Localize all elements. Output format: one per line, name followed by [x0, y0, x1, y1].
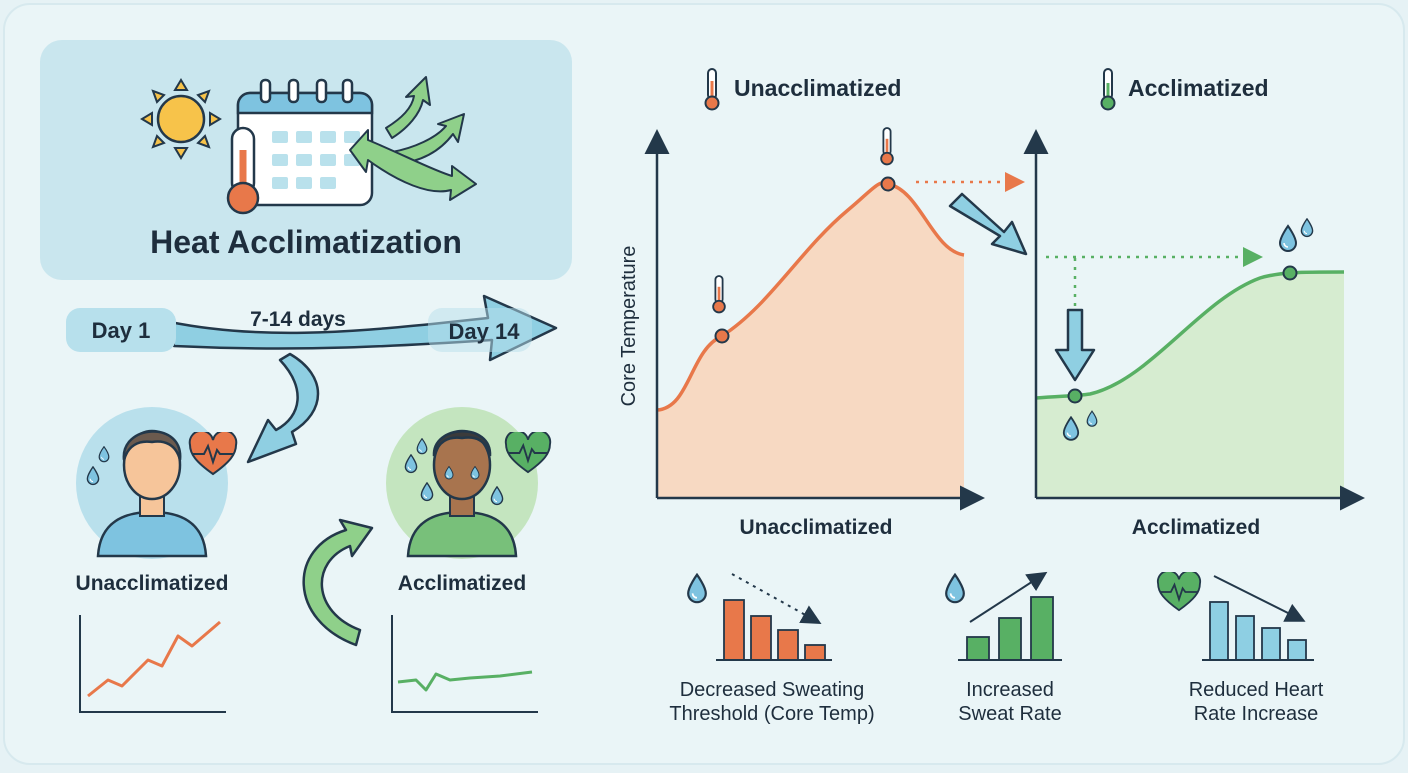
day14-label: Day 14 — [449, 319, 521, 344]
timeline: Day 1 7-14 days Day 14 — [66, 294, 558, 464]
title-panel: Heat Acclimatization — [40, 40, 572, 280]
trend-arrow-down — [731, 573, 822, 624]
person-label-unacclimatized: Unacclimatized — [76, 572, 229, 595]
curve-area-acclimatized — [1036, 272, 1344, 498]
down-arrow-icon — [1054, 308, 1096, 382]
trend-arrow-up — [969, 571, 1048, 623]
effect-bar — [750, 615, 772, 661]
effect-bar — [1030, 596, 1054, 661]
chart-header-unacclimatized: Unacclimatized — [734, 75, 901, 101]
effect-label-line1: Reduced Heart — [1189, 679, 1324, 701]
shift-arrow-icon — [948, 192, 1028, 256]
effect-bar — [723, 599, 745, 661]
chart-unacclimatized: Unacclimatized Core Temperature Unacclim… — [618, 67, 1025, 539]
duration-label: 7-14 days — [250, 308, 346, 331]
xlabel-unacclimatized: Unacclimatized — [740, 516, 893, 539]
effect-bar — [1235, 615, 1255, 661]
effect-label-line1: Decreased Sweating — [680, 679, 865, 701]
branch-arrow — [246, 352, 320, 464]
effect-label-line2: Rate Increase — [1194, 703, 1319, 725]
effect-bar — [1261, 627, 1281, 661]
calendar-icon — [236, 78, 374, 207]
effect-bar — [777, 629, 799, 661]
effect-decreased-sweating-threshold: Decreased Sweating Threshold (Core Temp) — [669, 573, 875, 725]
title-text: Heat Acclimatization — [150, 224, 462, 260]
day1-badge — [66, 308, 176, 352]
person-label-acclimatized: Acclimatized — [398, 572, 526, 595]
thermometer-icon — [226, 126, 260, 215]
effect-label-line2: Threshold (Core Temp) — [669, 703, 874, 725]
effect-reduced-heart-rate-increase: Reduced Heart Rate Increase — [1156, 572, 1324, 725]
effect-bar — [804, 644, 826, 661]
day14-badge — [428, 308, 532, 352]
peak-point — [880, 176, 896, 192]
thermometer-icon — [704, 67, 720, 111]
trend-arrow-down — [1213, 575, 1306, 622]
plateau-point — [1282, 265, 1298, 281]
trend-chart-unacclimatized — [79, 615, 226, 713]
sweating-onset-point — [1067, 388, 1083, 404]
xlabel-acclimatized: Acclimatized — [1132, 516, 1260, 539]
curve-area-unacclimatized — [657, 182, 964, 498]
effect-bar — [1287, 639, 1307, 661]
sweating-onset-point — [714, 328, 730, 344]
arrows-icon — [349, 76, 477, 201]
chart-acclimatized: Acclimatized Acclimatized — [1023, 67, 1365, 539]
effect-bar — [966, 636, 990, 661]
effect-label-line1: Increased — [966, 679, 1054, 701]
trend-chart-acclimatized — [391, 615, 538, 713]
effect-bar — [998, 617, 1022, 661]
chart-header-acclimatized: Acclimatized — [1128, 75, 1269, 101]
effect-bar — [1209, 601, 1229, 661]
person-acclimatized — [386, 407, 552, 559]
effect-label-line2: Sweat Rate — [958, 703, 1061, 725]
thermometer-icon — [712, 275, 726, 314]
ylabel-core-temperature: Core Temperature — [618, 246, 640, 407]
sun-icon — [140, 78, 222, 160]
effect-increased-sweat-rate: Increased Sweat Rate — [945, 571, 1062, 725]
curve-line-unacclimatized — [656, 180, 965, 412]
person-unacclimatized — [76, 407, 238, 559]
thermometer-icon — [880, 127, 894, 166]
thermometer-icon — [1100, 67, 1116, 111]
curved-arrow-icon — [302, 518, 374, 647]
day1-label: Day 1 — [92, 318, 151, 343]
